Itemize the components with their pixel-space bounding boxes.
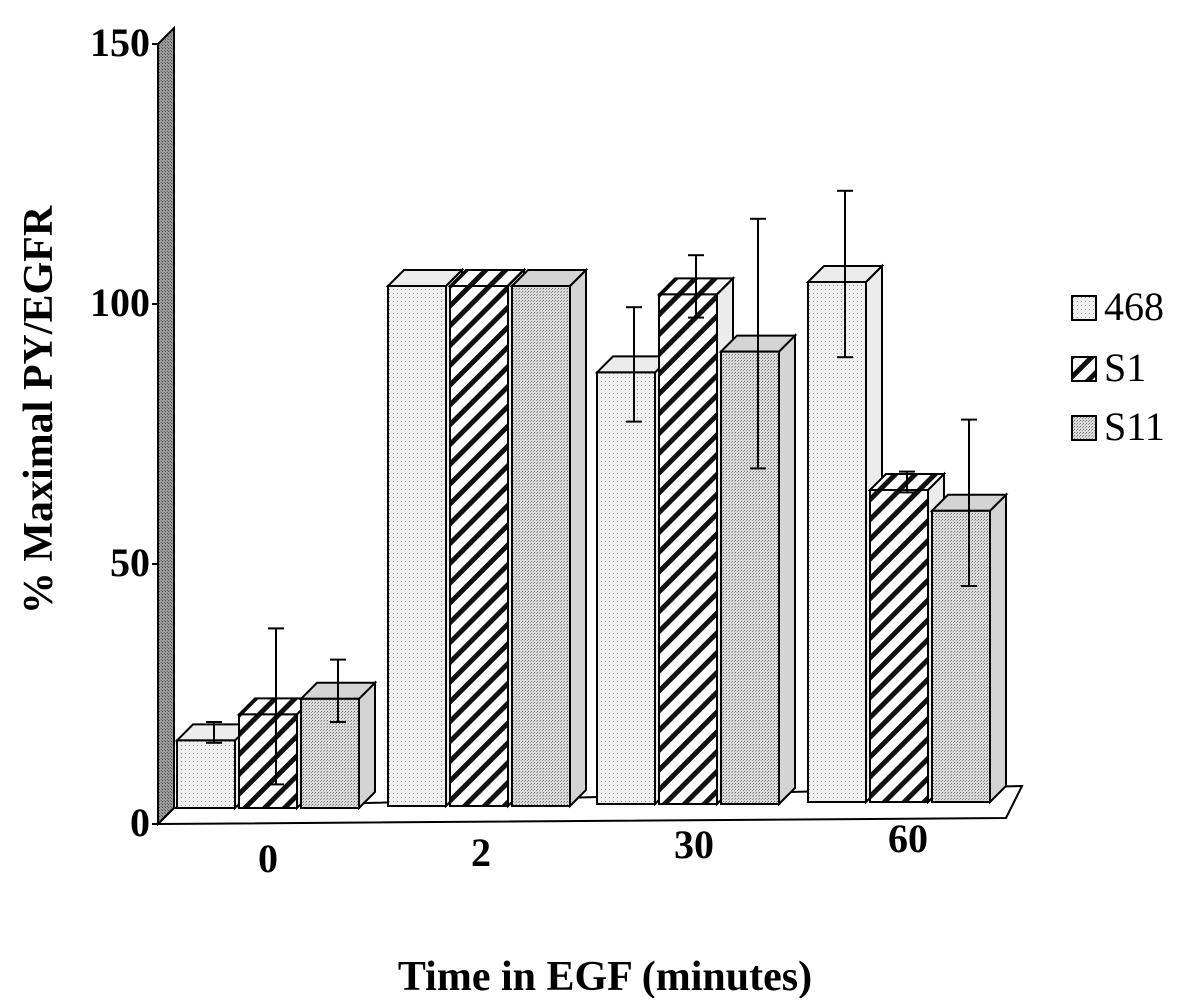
error-bar [626, 306, 642, 423]
bar-front-face [511, 285, 571, 807]
y-tick-label: 0 [130, 800, 150, 845]
error-bar [688, 254, 704, 319]
bar-front-face [300, 697, 360, 809]
bar [509, 267, 589, 809]
legend-label: S1 [1104, 345, 1146, 390]
x-axis-title: Time in EGF (minutes) [398, 954, 812, 998]
legend-swatch [1071, 356, 1097, 382]
back-wall-panel [157, 25, 175, 827]
legend-item: 468 [1071, 284, 1164, 329]
bar-side-face [778, 333, 796, 807]
bar-side-face [358, 680, 376, 811]
legend-label: S11 [1104, 404, 1165, 449]
error-bar [961, 418, 977, 587]
x-tick-label: 0 [258, 836, 278, 881]
bar-front-face [176, 739, 236, 810]
y-tick-label: 100 [90, 280, 150, 325]
error-bar [330, 658, 346, 723]
y-tick-label: 50 [110, 540, 150, 585]
y-axis-title: % Maximal PY/EGFR [16, 205, 62, 614]
error-bar [206, 721, 222, 744]
bar-front-face [238, 713, 298, 810]
bar-side-face [569, 267, 587, 809]
bar-front-face [869, 489, 929, 803]
legend-item: S11 [1071, 404, 1165, 449]
floor-plane [155, 784, 1024, 826]
legend: 468 S1 S11 [1071, 284, 1165, 449]
y-axis: 0 50 100 150 [90, 20, 158, 845]
x-tick-label: 2 [471, 830, 491, 875]
bar [929, 492, 1009, 805]
x-tick-label: 30 [674, 822, 714, 867]
chart-floor [155, 784, 1024, 826]
error-bar [837, 189, 853, 359]
error-bar [268, 627, 284, 786]
error-bar [750, 217, 766, 470]
bar-front-face [596, 371, 656, 805]
bars [174, 263, 1009, 811]
legend-swatch [1071, 415, 1097, 441]
x-axis-categories: 0 2 30 60 [258, 816, 928, 881]
legend-swatch [1071, 295, 1097, 321]
bar-front-face [807, 281, 867, 803]
bar-front-face [720, 350, 780, 805]
error-bars [206, 189, 977, 786]
bar-front-face [387, 285, 447, 807]
bar [298, 680, 378, 811]
error-bar [899, 470, 915, 494]
bar-front-face [931, 509, 991, 803]
y-tick-label: 150 [90, 20, 150, 65]
bar-front-face [449, 285, 509, 807]
bar-side-face [989, 492, 1007, 805]
bar [718, 333, 798, 807]
legend-label: 468 [1104, 284, 1164, 329]
x-tick-label: 60 [888, 816, 928, 861]
back-wall [157, 25, 175, 827]
legend-item: S1 [1071, 345, 1146, 390]
bar-front-face [658, 293, 718, 805]
